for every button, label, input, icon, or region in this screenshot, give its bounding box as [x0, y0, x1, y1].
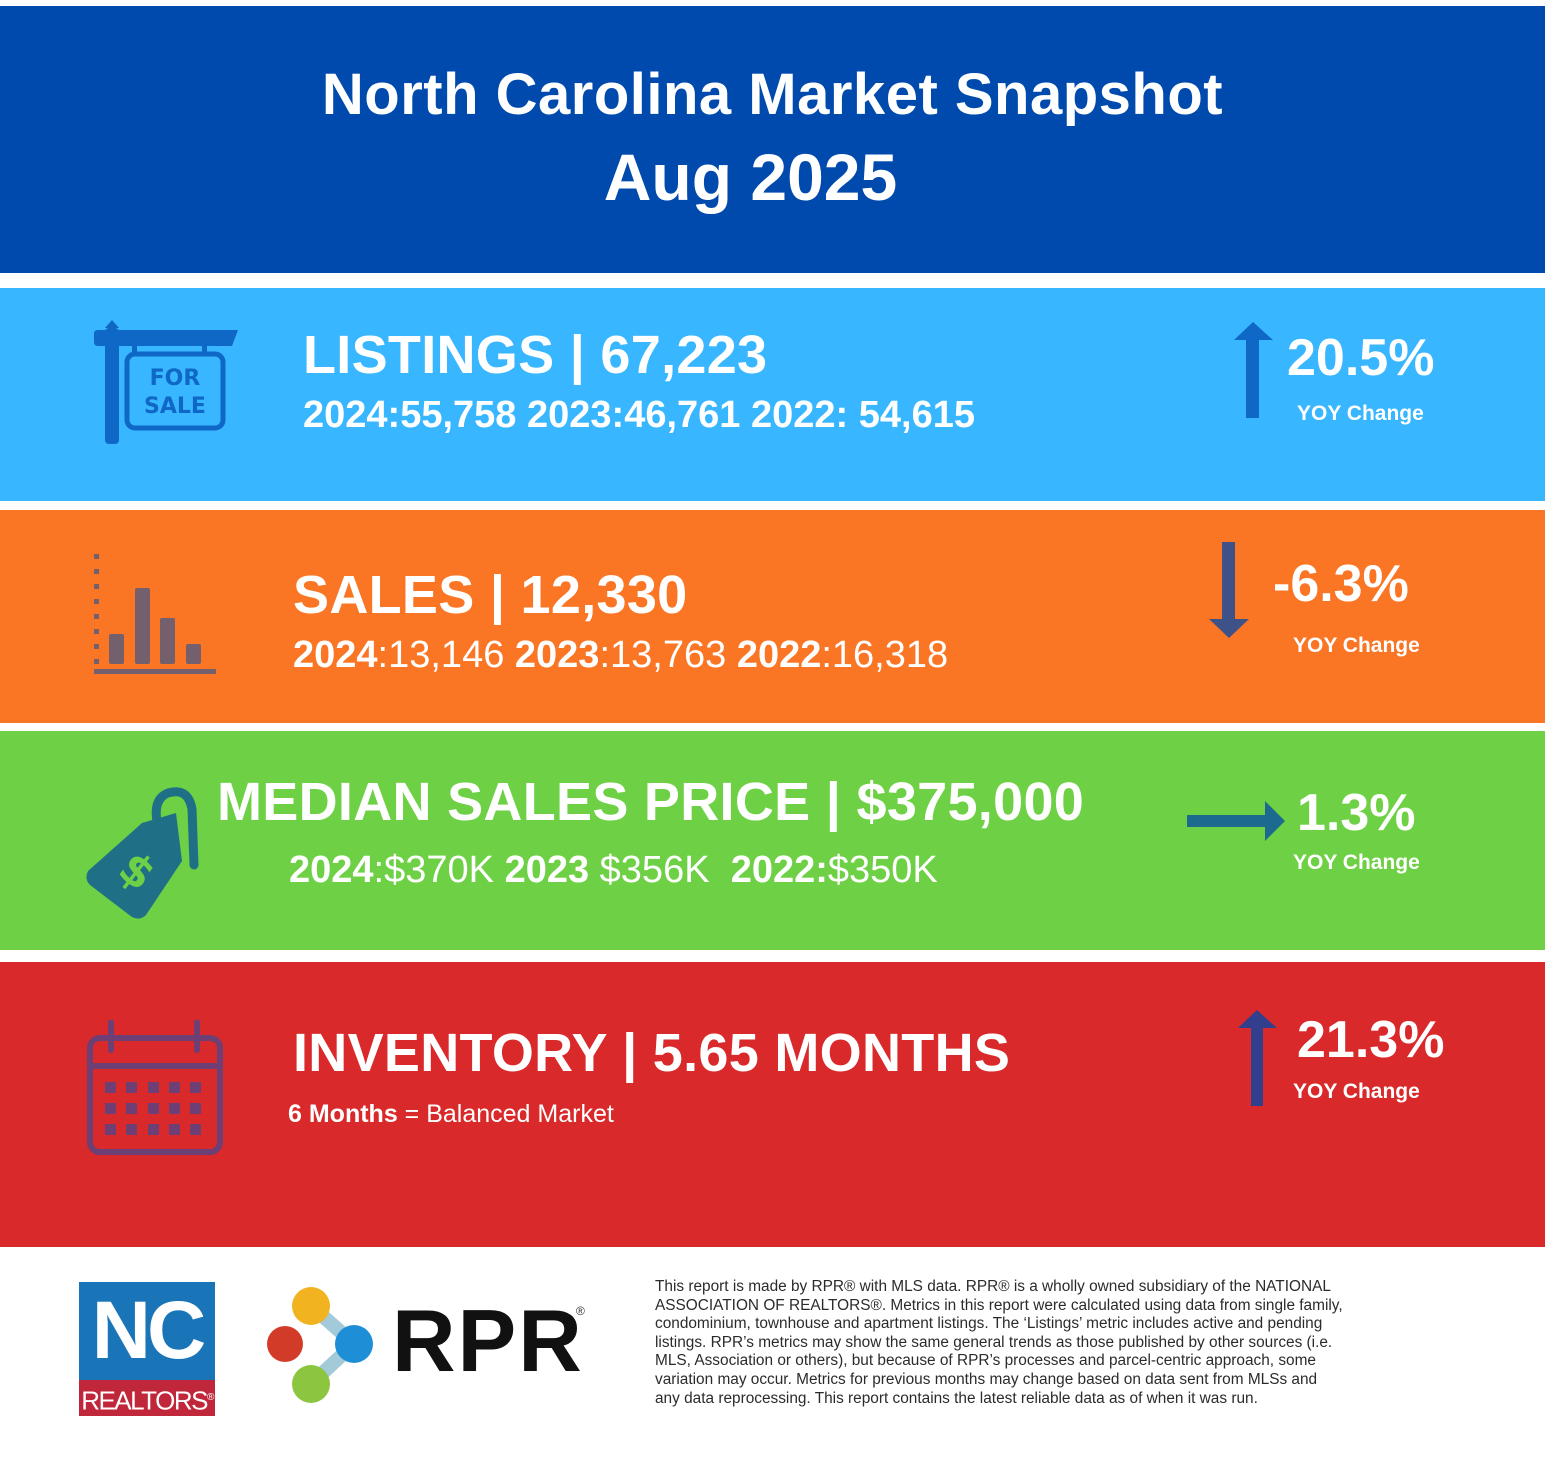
nc-realtors-logo: NC REALTORS®	[79, 1282, 215, 1416]
inventory-panel: INVENTORY | 5.65 MONTHS 6 Months = Balan…	[0, 962, 1545, 1247]
history-2023-value: $356K	[589, 849, 710, 891]
median-price-headline: MEDIAN SALES PRICE | $375,000	[217, 772, 1085, 832]
sales-headline: SALES | 12,330	[293, 565, 688, 625]
history-2024-label: 2024	[293, 634, 378, 676]
arrow-up-icon	[1234, 322, 1273, 418]
bar-chart-icon	[94, 554, 216, 674]
arrow-right-icon	[1187, 801, 1285, 841]
history-2023-label: 2023:	[527, 394, 625, 436]
inventory-yoy-percent: 21.3%	[1297, 1011, 1445, 1069]
svg-text:SALE: SALE	[144, 394, 206, 419]
listings-panel: FOR SALE LISTINGS | 67,223 2024:55,758 2…	[0, 288, 1545, 501]
median-price-panel: $ MEDIAN SALES PRICE | $375,000 2024:$37…	[0, 731, 1545, 950]
median-price-history: 2024:$370K 2023 $356K 2022:$350K	[289, 849, 938, 892]
history-2022-label: 2022:	[751, 394, 849, 436]
disclaimer-text: This report is made by RPR® with MLS dat…	[655, 1278, 1343, 1407]
history-2024-value: :$370K	[373, 849, 494, 891]
calendar-icon	[87, 1020, 223, 1155]
price-tag-icon: $	[86, 787, 199, 919]
history-2024-value: 55,758	[400, 394, 517, 436]
rpr-logo-mark-icon	[267, 1287, 373, 1403]
history-2023-label: 2023	[514, 634, 600, 676]
listings-yoy-label: YOY Change	[1297, 402, 1424, 425]
report-period: Aug 2025	[603, 140, 898, 214]
history-2024-label: 2024	[289, 849, 374, 891]
listings-history: 2024:55,758 2023:46,761 2022: 54,615	[303, 394, 975, 437]
rpr-logo-text: RPR	[392, 1291, 584, 1390]
history-2023-value: :13,763	[599, 634, 727, 676]
balanced-months: 6 Months	[288, 1100, 398, 1128]
sales-yoy-percent: -6.3%	[1273, 555, 1409, 613]
page-title: North Carolina Market Snapshot	[321, 62, 1224, 127]
arrow-down-icon	[1209, 542, 1249, 638]
history-2023-value: 46,761	[624, 394, 741, 436]
rpr-registered-mark: ®	[576, 1304, 585, 1318]
header-banner: North Carolina Market Snapshot Aug 2025	[0, 6, 1545, 273]
history-2022-label: 2022	[736, 634, 822, 676]
nc-logo-text: NC	[79, 1282, 215, 1380]
listings-yoy-percent: 20.5%	[1287, 329, 1435, 387]
inventory-note: 6 Months = Balanced Market	[288, 1100, 614, 1129]
footer: NC REALTORS® RPR ® This report is made b…	[0, 1250, 1545, 1460]
history-2024-label: 2024:	[303, 394, 401, 436]
median-price-yoy-label: YOY Change	[1293, 851, 1420, 874]
history-2023-label: 2023	[504, 849, 590, 891]
for-sale-sign-icon: FOR SALE	[94, 320, 238, 444]
history-2022-label: 2022:	[730, 849, 828, 891]
history-2022-value: 54,615	[848, 394, 975, 436]
nc-logo-subtext: REALTORS®	[79, 1380, 215, 1416]
arrow-up-icon	[1238, 1010, 1277, 1106]
inventory-yoy-label: YOY Change	[1293, 1080, 1420, 1103]
sales-history: 2024:13,146 2023:13,763 2022:16,318	[293, 634, 948, 677]
sales-panel: SALES | 12,330 2024:13,146 2023:13,763 2…	[0, 510, 1545, 723]
history-2022-value: $350K	[827, 849, 938, 891]
balanced-text: = Balanced Market	[397, 1100, 614, 1128]
history-2022-value: :16,318	[821, 634, 949, 676]
inventory-headline: INVENTORY | 5.65 MONTHS	[293, 1023, 1011, 1083]
svg-text:FOR: FOR	[150, 366, 201, 391]
history-2024-value: :13,146	[377, 634, 505, 676]
median-price-yoy-percent: 1.3%	[1297, 784, 1416, 842]
sales-yoy-label: YOY Change	[1293, 634, 1420, 657]
listings-headline: LISTINGS | 67,223	[303, 325, 768, 385]
